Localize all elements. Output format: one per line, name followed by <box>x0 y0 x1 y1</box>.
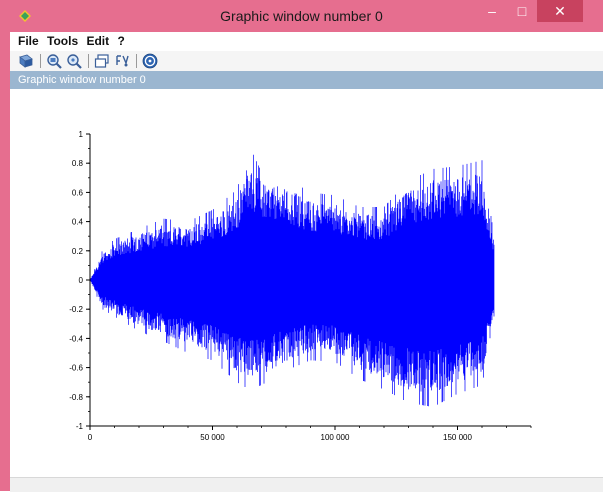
y-tick-label: -0.2 <box>69 305 83 314</box>
figure-header: Graphic window number 0 <box>10 71 603 89</box>
y-tick-label: 0.2 <box>72 247 84 256</box>
menu-help[interactable]: ? <box>117 34 125 48</box>
y-tick-label: 0.8 <box>72 159 84 168</box>
toolbar-separator <box>136 54 137 68</box>
window-title: Graphic window number 0 <box>220 8 383 24</box>
y-tick-label: 0.4 <box>72 218 84 227</box>
y-tick-label: 0 <box>79 276 84 285</box>
menu-bar: File Tools Edit ? <box>10 32 603 51</box>
data-tip-icon[interactable] <box>114 53 130 69</box>
rotate-icon[interactable] <box>18 53 34 69</box>
close-button[interactable]: ✕ <box>537 0 583 22</box>
window-left-frame <box>0 0 10 491</box>
maximize-button[interactable]: □ <box>517 3 527 19</box>
zoom-out-icon[interactable] <box>66 53 82 69</box>
y-tick-label: 1 <box>79 130 84 139</box>
y-tick-label: -0.4 <box>69 334 83 343</box>
toolbar-separator <box>40 54 41 68</box>
y-tick-label: -1 <box>76 422 84 431</box>
title-bar[interactable]: Graphic window number 0 – □ ✕ <box>0 0 603 32</box>
y-tick-label: 0.6 <box>72 188 84 197</box>
toolbar-separator <box>88 54 89 68</box>
help-icon[interactable] <box>142 53 158 69</box>
minimize-button[interactable]: – <box>488 3 496 19</box>
toolbar <box>10 51 603 71</box>
status-bar <box>10 477 603 492</box>
x-tick-label: 100 000 <box>321 433 350 442</box>
x-tick-label: 0 <box>88 433 93 442</box>
y-tick-label: -0.6 <box>69 364 83 373</box>
menu-edit[interactable]: Edit <box>86 34 110 48</box>
x-tick-label: 50 000 <box>200 433 225 442</box>
plot-canvas[interactable]: 1 0.8 0.6 0.4 0.2 0 -0.2 -0.4 -0.6 -0.8 -1 0 50 000 1… <box>10 89 603 477</box>
waveform-series <box>90 154 495 407</box>
window-icon[interactable] <box>94 53 110 69</box>
scilab-app-icon[interactable] <box>18 9 32 23</box>
waveform-plot[interactable]: 1 0.8 0.6 0.4 0.2 0 -0.2 -0.4 -0.6 -0.8 -1 0 50 000 1… <box>10 89 603 477</box>
y-tick-label: -0.8 <box>69 393 83 402</box>
x-tick-label: 150 000 <box>443 433 472 442</box>
menu-file[interactable]: File <box>18 34 39 48</box>
zoom-in-icon[interactable] <box>46 53 62 69</box>
menu-tools[interactable]: Tools <box>47 34 79 48</box>
figure-header-label: Graphic window number 0 <box>18 74 146 86</box>
